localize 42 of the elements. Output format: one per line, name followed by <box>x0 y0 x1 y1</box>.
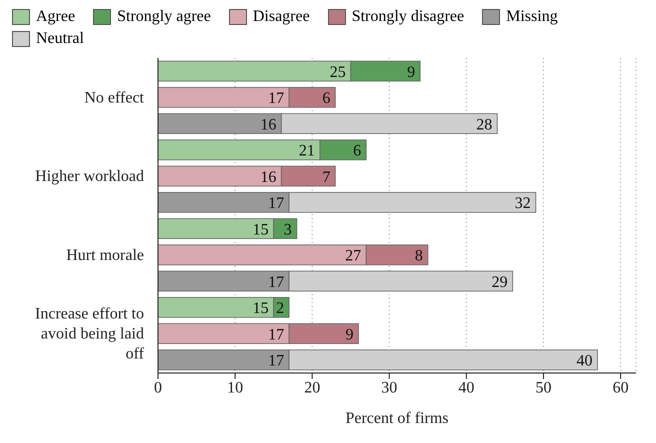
x-axis-title: Percent of firms <box>345 410 449 427</box>
data-label: 17 <box>268 90 284 108</box>
x-tick-label: 60 <box>612 379 629 396</box>
data-label: 32 <box>514 195 531 212</box>
x-tick-label: 20 <box>304 379 320 396</box>
y-tick-label: No effect <box>84 88 145 106</box>
data-label: 15 <box>252 300 269 318</box>
x-tick-label: 10 <box>227 379 244 396</box>
legend-label: Missing <box>505 8 558 26</box>
data-label: 29 <box>492 274 508 291</box>
x-tick-label: 50 <box>535 379 552 396</box>
data-label: 8 <box>414 248 423 265</box>
data-label: 28 <box>476 116 492 134</box>
data-label: 17 <box>268 274 284 291</box>
data-label: 2 <box>276 300 284 318</box>
data-label: 27 <box>345 248 362 265</box>
x-tick-label: 30 <box>381 379 398 396</box>
data-label: 40 <box>576 352 592 370</box>
data-label: 6 <box>353 142 362 160</box>
data-label: 3 <box>284 221 292 238</box>
data-label: 16 <box>260 116 276 134</box>
y-tick-label: Increase effort to avoid being laid off <box>35 305 145 362</box>
data-label: 6 <box>322 90 330 108</box>
data-label: 17 <box>268 195 284 212</box>
legend-label: Strongly disagree <box>350 8 464 26</box>
data-label: 9 <box>345 326 354 344</box>
legend-label: Strongly agree <box>116 8 211 26</box>
data-label: 16 <box>260 168 276 186</box>
y-tick-label: Hurt morale <box>66 246 144 264</box>
legend-label: Agree <box>35 8 76 26</box>
data-label: 9 <box>407 64 416 81</box>
data-label: 17 <box>268 352 284 370</box>
data-label: 7 <box>322 168 330 186</box>
data-label: 17 <box>268 326 284 344</box>
legend-label: Neutral <box>35 30 84 48</box>
y-tick-label: Higher workload <box>35 168 144 185</box>
data-label: 21 <box>298 142 315 160</box>
legend-label: Disagree <box>252 8 310 26</box>
data-label: 25 <box>330 64 346 81</box>
data-label: 15 <box>252 221 269 238</box>
x-tick-label: 0 <box>154 379 162 396</box>
x-tick-label: 40 <box>458 379 474 396</box>
